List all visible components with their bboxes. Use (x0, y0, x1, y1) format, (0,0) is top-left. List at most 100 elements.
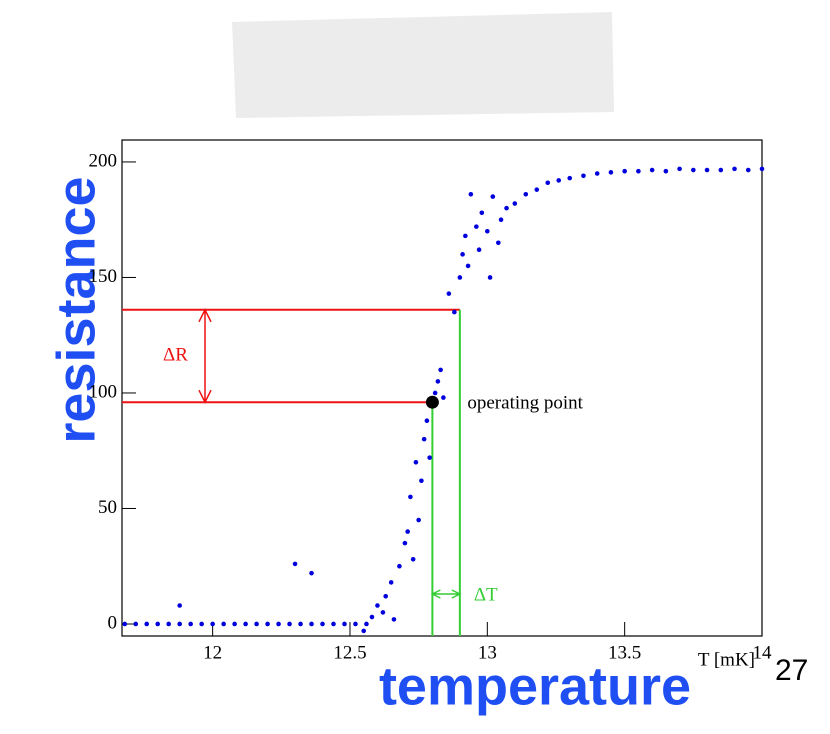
data-point (457, 275, 463, 280)
data-point (496, 240, 501, 246)
data-point (446, 291, 452, 296)
data-point (388, 580, 394, 585)
data-point (408, 494, 413, 500)
data-point (460, 252, 465, 257)
x-tick-label: 12.5 (333, 642, 366, 663)
data-point (391, 617, 397, 622)
y-tick-label: 100 (89, 381, 118, 402)
overlay-resistance: resistance (46, 176, 106, 443)
data-point (380, 610, 386, 615)
data-point (485, 228, 490, 234)
x-tick-label: 13.5 (608, 642, 641, 663)
delta-r-label: ΔR (163, 344, 188, 365)
data-point (732, 166, 737, 172)
data-point (309, 570, 314, 576)
data-point (221, 621, 226, 627)
data-point (133, 621, 139, 627)
data-point (342, 621, 347, 627)
data-point (416, 517, 421, 523)
data-point (465, 263, 471, 269)
data-point (498, 217, 504, 223)
data-point (556, 178, 562, 183)
data-point (155, 621, 161, 627)
data-point (476, 247, 482, 253)
data-point (504, 205, 509, 211)
data-point (545, 180, 551, 186)
data-point (369, 614, 375, 620)
data-point (375, 603, 380, 608)
data-point (122, 621, 128, 627)
delta-r-arrow (198, 308, 212, 404)
data-point (677, 166, 682, 172)
data-point (309, 621, 314, 627)
data-point (487, 275, 493, 280)
operating-point (425, 395, 439, 409)
data-point (254, 621, 259, 627)
data-point (353, 621, 358, 627)
data-point (177, 621, 182, 627)
data-point (463, 233, 468, 239)
x-tick-label: 12 (203, 642, 222, 663)
overlay-temperature: temperature (379, 656, 691, 716)
data-point (298, 621, 303, 627)
data-point (438, 367, 443, 373)
data-point (177, 603, 182, 608)
data-point (331, 621, 336, 627)
data-point (759, 166, 765, 172)
data-point (441, 395, 446, 400)
data-point (512, 201, 518, 206)
plot-frame (121, 139, 763, 637)
data-point (718, 167, 724, 173)
delta-t-label: ΔT (474, 584, 498, 605)
y-tick-label: 50 (98, 497, 117, 518)
blurred-title (232, 12, 614, 118)
data-point (435, 379, 441, 384)
data-point (534, 187, 540, 192)
data-point (410, 557, 416, 562)
delta-t-arrow (430, 589, 462, 599)
data-point (320, 621, 325, 627)
data-point (188, 621, 193, 627)
data-point (276, 621, 281, 627)
data-point (402, 540, 408, 546)
data-point (166, 621, 171, 627)
x-tick-label: 13 (478, 642, 497, 663)
data-point (691, 167, 696, 173)
y-tick-label: 0 (108, 612, 118, 633)
y-tick-label: 150 (89, 266, 118, 287)
data-point (427, 455, 432, 460)
data-point (704, 167, 710, 173)
data-point (479, 210, 485, 216)
data-point (199, 621, 204, 627)
data-point (581, 173, 586, 179)
data-point (265, 621, 270, 627)
data-point (663, 168, 669, 174)
data-point (383, 593, 388, 599)
data-point (144, 621, 150, 627)
data-point (232, 621, 237, 627)
data-point (405, 529, 410, 534)
data-point (210, 621, 215, 627)
operating-point-label: operating point (467, 393, 583, 414)
data-point (490, 194, 496, 199)
data-point (432, 390, 438, 396)
data-point (292, 561, 298, 567)
data-point (636, 168, 641, 174)
y-tick-label: 200 (89, 150, 118, 171)
data-point (745, 167, 751, 173)
data-point (452, 309, 457, 315)
x-tick-label: 14 (753, 642, 773, 663)
data-point (474, 224, 479, 229)
page-number: 27 (775, 654, 808, 687)
data-point (523, 191, 529, 197)
data-point (608, 170, 614, 175)
data-point (419, 478, 424, 484)
data-point (287, 621, 292, 627)
data-point (364, 621, 369, 627)
data-point (413, 459, 419, 465)
data-point (397, 563, 402, 569)
data-point (567, 175, 573, 181)
data-point (622, 168, 627, 174)
data-point (468, 191, 474, 197)
